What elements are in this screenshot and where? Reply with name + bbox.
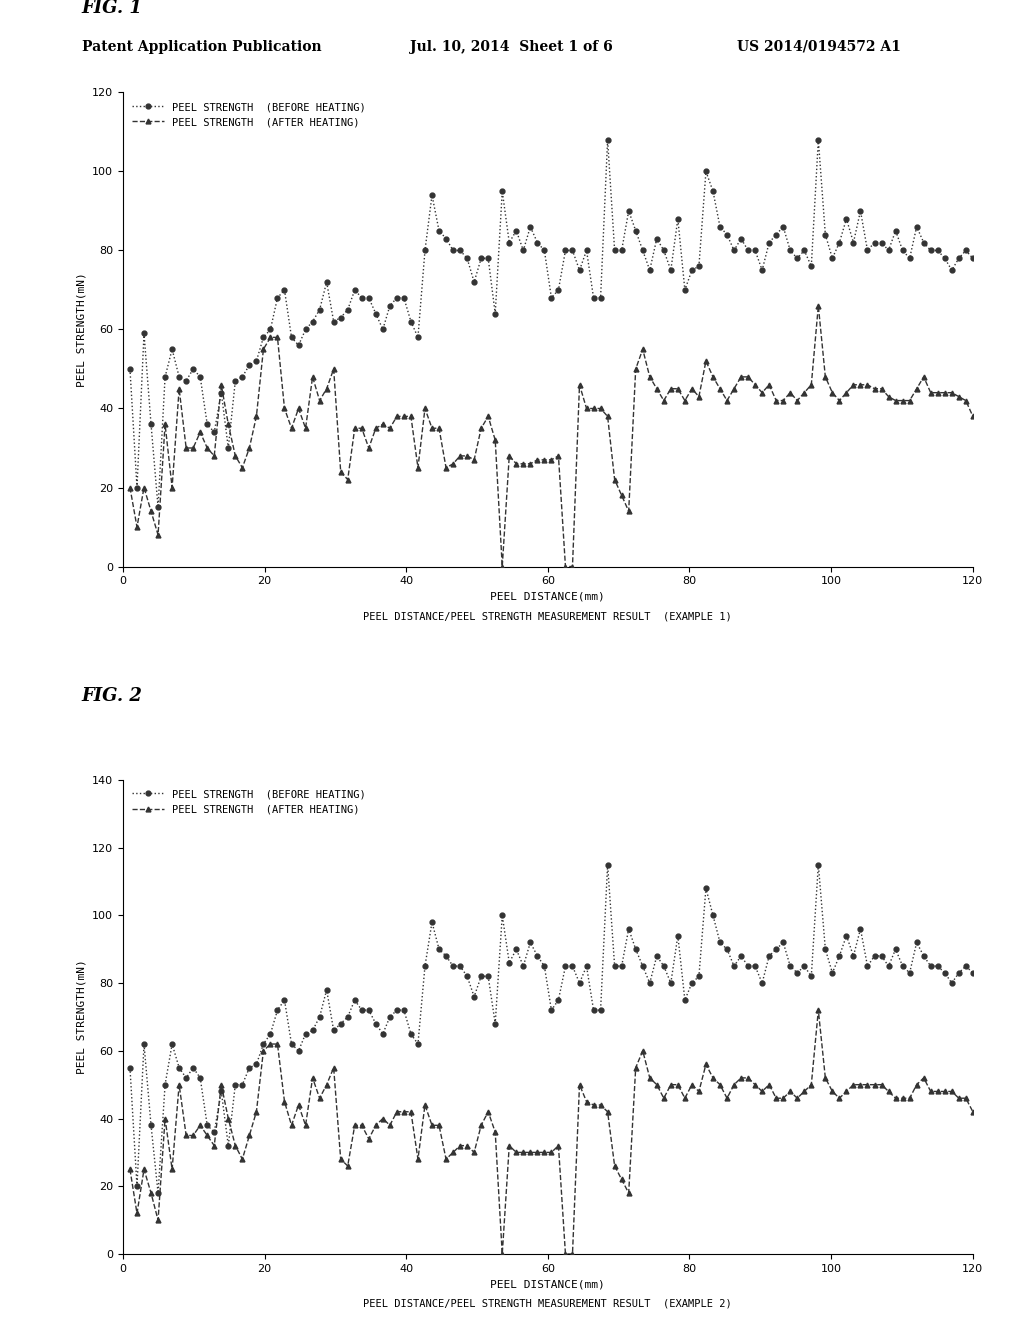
Legend: PEEL STRENGTH  (BEFORE HEATING), PEEL STRENGTH  (AFTER HEATING): PEEL STRENGTH (BEFORE HEATING), PEEL STR…	[128, 785, 370, 820]
Y-axis label: PEEL STRENGTH(mN): PEEL STRENGTH(mN)	[77, 960, 86, 1074]
Legend: PEEL STRENGTH  (BEFORE HEATING), PEEL STRENGTH  (AFTER HEATING): PEEL STRENGTH (BEFORE HEATING), PEEL STR…	[128, 98, 370, 132]
Text: US 2014/0194572 A1: US 2014/0194572 A1	[737, 40, 901, 54]
Text: PEEL DISTANCE/PEEL STRENGTH MEASUREMENT RESULT  (EXAMPLE 2): PEEL DISTANCE/PEEL STRENGTH MEASUREMENT …	[364, 1299, 732, 1309]
Text: PEEL DISTANCE/PEEL STRENGTH MEASUREMENT RESULT  (EXAMPLE 1): PEEL DISTANCE/PEEL STRENGTH MEASUREMENT …	[364, 611, 732, 622]
Text: Jul. 10, 2014  Sheet 1 of 6: Jul. 10, 2014 Sheet 1 of 6	[410, 40, 612, 54]
X-axis label: PEEL DISTANCE(mm): PEEL DISTANCE(mm)	[490, 1279, 605, 1290]
X-axis label: PEEL DISTANCE(mm): PEEL DISTANCE(mm)	[490, 591, 605, 602]
Text: FIG. 1: FIG. 1	[82, 0, 142, 17]
Text: FIG. 2: FIG. 2	[82, 686, 142, 705]
Text: Patent Application Publication: Patent Application Publication	[82, 40, 322, 54]
Y-axis label: PEEL STRENGTH(mN): PEEL STRENGTH(mN)	[77, 272, 86, 387]
